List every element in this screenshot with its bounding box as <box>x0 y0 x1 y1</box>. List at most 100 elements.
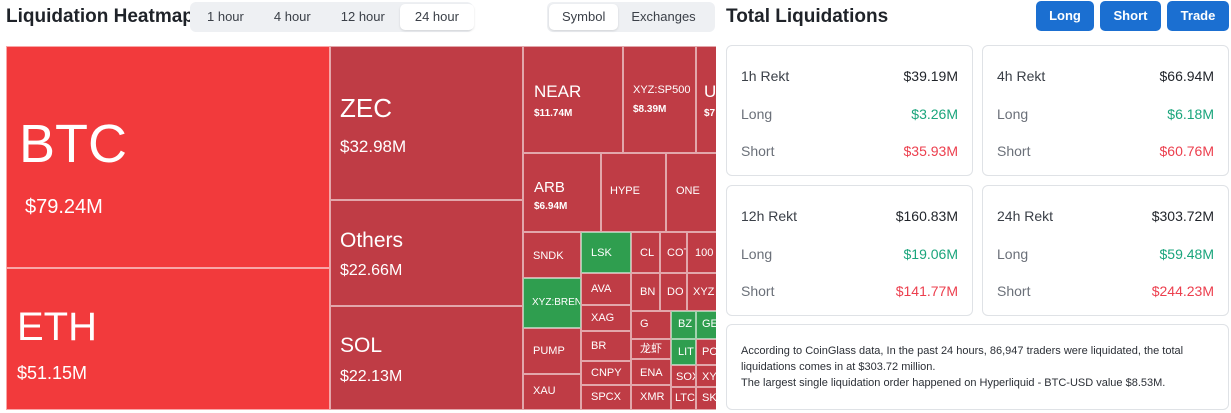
tile-hype[interactable]: HYPE <box>601 153 666 232</box>
tile-100[interactable]: 100 <box>687 232 716 273</box>
summary-line-1: According to CoinGlass data, In the past… <box>741 345 1184 373</box>
tile-sox-name: SOX <box>676 371 695 383</box>
tile-lit[interactable]: LIT <box>671 339 696 365</box>
grouping-tabs: Symbol Exchanges <box>547 2 715 32</box>
card-short-row: Short $60.76M <box>997 143 1214 159</box>
tile-bz-name: BZ <box>678 318 693 330</box>
trade-button[interactable]: Trade <box>1167 1 1229 31</box>
tile-xy[interactable]: XY <box>696 365 716 387</box>
tile-arb[interactable]: ARB $6.94M <box>523 153 601 232</box>
card-short-label: Short <box>997 283 1031 299</box>
tile-xyz-sp500[interactable]: XYZ:SP500 $8.39M <box>623 46 696 153</box>
card-title: 4h Rekt <box>997 68 1046 84</box>
tile-lsk-name: LSK <box>591 247 612 259</box>
card-short-value: $60.76M <box>1159 143 1214 159</box>
tile-sk[interactable]: SK <box>696 387 716 410</box>
card-24h-rekt: 24h Rekt $303.72M Long $59.48M Short $24… <box>982 185 1229 316</box>
tile-po[interactable]: PO <box>696 339 716 365</box>
tab-symbol[interactable]: Symbol <box>549 4 619 30</box>
tile-btc-value: $79.24M <box>25 196 103 218</box>
tile-ltc[interactable]: LTC <box>671 387 696 410</box>
tile-cl[interactable]: CL <box>631 232 660 273</box>
card-short-row: Short $244.23M <box>997 283 1214 299</box>
tile-xmr[interactable]: XMR <box>631 385 671 410</box>
tile-po-name: PO <box>702 346 716 358</box>
tile-eth-name: ETH <box>17 305 97 349</box>
tile-spcx[interactable]: SPCX <box>581 385 631 410</box>
card-long-label: Long <box>997 106 1029 122</box>
card-long-row: Long $6.18M <box>997 106 1214 122</box>
tile-lobster[interactable]: 龙虾 <box>631 339 671 359</box>
tile-xyz-name: XYZ <box>693 286 715 298</box>
tile-br[interactable]: BR <box>581 331 631 361</box>
tile-sol[interactable]: SOL $22.13M <box>330 306 523 410</box>
tile-ge-name: GE <box>702 318 716 330</box>
tile-g-name: G <box>640 318 649 330</box>
tile-xyz[interactable]: XYZ <box>687 273 716 311</box>
tile-eth[interactable]: ETH $51.15M <box>6 268 330 410</box>
card-long-value: $6.18M <box>1167 106 1214 122</box>
tile-ena-name: ENA <box>640 367 663 379</box>
tile-others-name: Others <box>340 229 404 252</box>
card-total-row: 4h Rekt $66.94M <box>997 68 1214 84</box>
tile-sndk[interactable]: SNDK <box>523 232 581 278</box>
tile-btc-name: BTC <box>19 114 127 174</box>
tile-ge[interactable]: GE <box>696 311 716 339</box>
card-short-value: $141.77M <box>895 283 958 299</box>
short-button[interactable]: Short <box>1100 1 1161 31</box>
tile-zec[interactable]: ZEC $32.98M <box>330 46 523 200</box>
tab-24-hour[interactable]: 24 hour <box>399 4 474 30</box>
tile-one[interactable]: ONE <box>666 153 716 232</box>
tab-12-hour[interactable]: 12 hour <box>340 9 385 24</box>
tile-pump[interactable]: PUMP <box>523 328 581 374</box>
tab-4-hour[interactable]: 4 hour <box>273 9 311 24</box>
tile-others[interactable]: Others $22.66M <box>330 200 523 306</box>
card-long-label: Long <box>997 246 1029 262</box>
tile-near[interactable]: NEAR $11.74M <box>523 46 623 153</box>
card-short-value: $35.93M <box>903 143 958 159</box>
tile-cnpy[interactable]: CNPY <box>581 361 631 385</box>
tile-ena[interactable]: ENA <box>631 359 671 385</box>
tab-1-hour[interactable]: 1 hour <box>207 9 244 24</box>
tile-xyz-bren-name: XYZ:BREN <box>532 297 581 308</box>
tile-pump-name: PUMP <box>533 345 565 357</box>
tile-cl-name: CL <box>640 247 655 259</box>
tile-bz[interactable]: BZ <box>671 311 696 339</box>
tile-do[interactable]: DO <box>660 273 687 311</box>
tile-lit-name: LIT <box>678 346 694 358</box>
tile-btc[interactable]: BTC $79.24M <box>6 46 330 268</box>
tile-hype-name: HYPE <box>610 185 640 197</box>
tile-xyz-bren[interactable]: XYZ:BREN <box>523 278 581 328</box>
card-long-row: Long $19.06M <box>741 246 958 262</box>
card-total: $303.72M <box>1151 208 1214 224</box>
tile-xag[interactable]: XAG <box>581 305 631 331</box>
card-total-row: 1h Rekt $39.19M <box>741 68 958 84</box>
tile-ava-name: AVA <box>591 283 612 295</box>
tile-xag-name: XAG <box>591 312 615 324</box>
tile-cot[interactable]: COT <box>660 232 687 273</box>
card-long-row: Long $59.48M <box>997 246 1214 262</box>
time-range-tabs: 1 hour 4 hour 12 hour 24 hour <box>190 2 474 32</box>
tile-sox[interactable]: SOX <box>671 365 696 387</box>
tile-u[interactable]: U $7 <box>696 46 716 153</box>
tile-ava[interactable]: AVA <box>581 273 631 305</box>
tile-xmr-name: XMR <box>640 391 665 403</box>
tile-xau-name: XAU <box>533 385 556 397</box>
tile-xau[interactable]: XAU <box>523 374 581 410</box>
card-long-value: $3.26M <box>911 106 958 122</box>
card-long-row: Long $3.26M <box>741 106 958 122</box>
tile-u-name: U <box>704 82 716 101</box>
card-total: $39.19M <box>903 68 958 84</box>
tile-bn[interactable]: BN <box>631 273 660 311</box>
tile-lsk[interactable]: LSK <box>581 232 631 273</box>
tile-u-value: $7 <box>704 108 716 119</box>
card-total-row: 24h Rekt $303.72M <box>997 208 1214 224</box>
tile-lobster-name: 龙虾 <box>640 343 662 355</box>
tile-sol-value: $22.13M <box>340 368 403 385</box>
card-short-label: Short <box>741 283 775 299</box>
tile-do-name: DO <box>667 286 684 298</box>
tile-g[interactable]: G <box>631 311 671 339</box>
tab-exchanges[interactable]: Exchanges <box>631 9 696 24</box>
long-button[interactable]: Long <box>1036 1 1094 31</box>
tile-sk-name: SK <box>702 392 716 404</box>
